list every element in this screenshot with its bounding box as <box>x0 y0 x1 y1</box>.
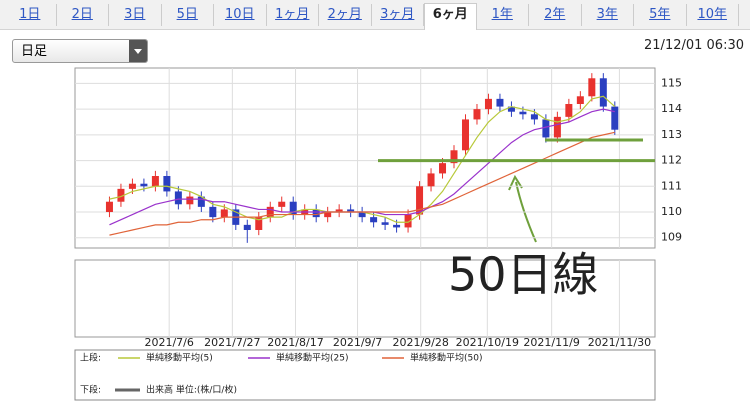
tab[interactable]: 6ヶ月 <box>424 3 477 30</box>
dropdown-arrow <box>129 40 147 62</box>
candle-body <box>484 98 492 110</box>
tab[interactable]: 5日 <box>162 4 214 26</box>
candle-body <box>140 183 148 187</box>
x-tick-label: 2021/9/7 <box>333 336 382 349</box>
candle-body <box>553 116 561 138</box>
candle-body <box>358 212 366 218</box>
candle-body <box>519 111 527 115</box>
y-tick-label: 113 <box>661 128 682 141</box>
x-tick-label: 2021/11/9 <box>523 336 579 349</box>
candle-body <box>278 201 286 207</box>
y-tick-label: 114 <box>661 102 682 115</box>
candle-body <box>530 114 538 120</box>
candle-body <box>105 201 113 212</box>
candle-body <box>174 191 182 205</box>
candle-body <box>393 224 401 228</box>
candle-body <box>542 119 550 138</box>
annotation-text: 50日線 <box>448 248 599 302</box>
x-tick-label: 2021/7/27 <box>204 336 260 349</box>
y-tick-label: 110 <box>661 205 682 218</box>
candle-body <box>370 217 378 223</box>
arrow-head <box>508 174 523 191</box>
timestamp: 21/12/01 06:30 <box>644 38 744 53</box>
tab[interactable]: 2年 <box>529 4 582 26</box>
tab[interactable]: 3ヶ月 <box>372 4 424 26</box>
candle-body <box>611 106 619 130</box>
candle-body <box>496 98 504 107</box>
legend-box <box>74 349 656 401</box>
tab[interactable]: 5年 <box>634 4 687 26</box>
legend-entry: 単純移動平均(50) <box>410 352 482 364</box>
x-tick-label: 2021/8/17 <box>267 336 323 349</box>
y-tick-label: 111 <box>661 179 682 192</box>
candle-body <box>347 209 355 212</box>
legend-entry: 出来高 単位:(株/口/枚) <box>146 384 237 396</box>
candle-body <box>128 183 136 189</box>
x-tick-label: 2021/11/30 <box>588 336 651 349</box>
candle-body <box>335 209 343 212</box>
legend-label: 下段: <box>80 384 101 396</box>
tab[interactable]: 3年 <box>582 4 634 26</box>
candle-body <box>416 186 424 215</box>
candle-body <box>255 217 263 230</box>
candle-body <box>186 196 194 205</box>
candle-body <box>117 188 125 202</box>
legend-entry: 単純移動平均(25) <box>276 352 348 364</box>
candle-body <box>324 212 332 218</box>
candle-body <box>576 96 584 104</box>
candle-body <box>461 119 469 151</box>
candle-body <box>312 209 320 218</box>
candle-body <box>588 78 596 97</box>
period-select-label: 日足 <box>21 44 48 59</box>
candle-body <box>507 106 515 112</box>
tab[interactable]: 10年 <box>687 4 739 26</box>
tab[interactable]: 2ヶ月 <box>319 4 372 26</box>
tab[interactable]: 1日 <box>4 4 57 26</box>
legend-label: 上段: <box>80 352 101 364</box>
candle-body <box>381 222 389 225</box>
tab[interactable]: 1年 <box>477 4 529 26</box>
candle-body <box>209 206 217 218</box>
candle-body <box>220 209 228 218</box>
candle-body <box>404 214 412 228</box>
candle-body <box>266 206 274 218</box>
candle-body <box>163 176 171 192</box>
tab[interactable]: 10日 <box>214 4 267 26</box>
candle-body <box>473 109 481 120</box>
moving-average-line <box>109 131 615 236</box>
y-tick-label: 115 <box>661 76 682 89</box>
plot-frame <box>74 67 656 249</box>
candle-body <box>450 150 458 164</box>
candle-body <box>427 173 435 187</box>
lower-frame <box>74 259 656 338</box>
candle-body <box>243 224 251 230</box>
tab[interactable]: 2日 <box>57 4 109 26</box>
candle-body <box>289 201 297 215</box>
legend-entry: 単純移動平均(5) <box>146 352 213 364</box>
candle-body <box>439 163 447 174</box>
x-tick-label: 2021/9/28 <box>392 336 448 349</box>
tab[interactable]: 3日 <box>109 4 162 26</box>
y-tick-label: 109 <box>661 231 682 244</box>
candle-body <box>565 104 573 117</box>
candle-body <box>599 78 607 107</box>
tab[interactable]: 1ヶ月 <box>267 4 319 26</box>
candle-body <box>151 176 159 187</box>
period-select[interactable]: 日足 <box>12 39 148 63</box>
x-tick-label: 2021/7/6 <box>144 336 193 349</box>
x-tick-label: 2021/10/19 <box>456 336 519 349</box>
tab-bar: 1日 2日 3日 5日 10日 1ヶ月 2ヶ月 3ヶ月 6ヶ月 1年 2年 3年 5年 10年 <box>0 0 750 30</box>
y-tick-label: 112 <box>661 154 682 167</box>
candle-body <box>197 196 205 207</box>
